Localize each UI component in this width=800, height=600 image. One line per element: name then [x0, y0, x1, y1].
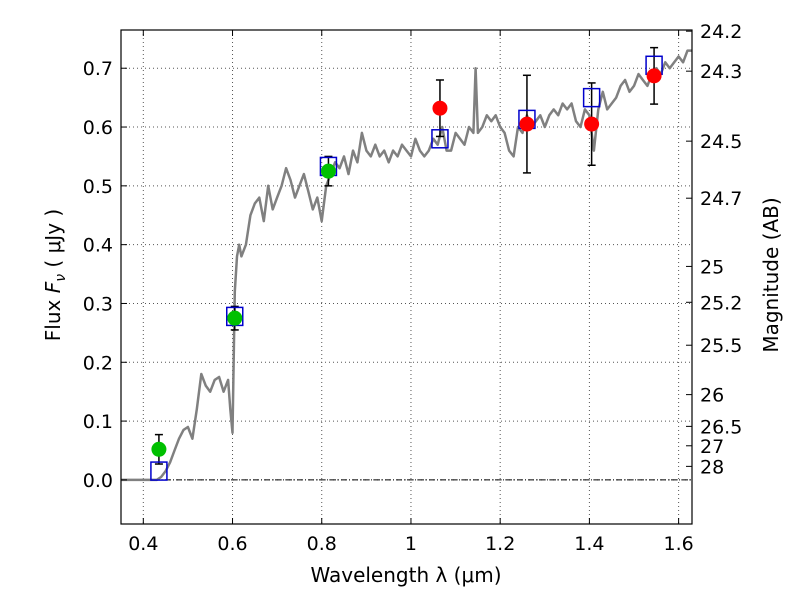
x-axis-label: Wavelength λ (μm) [310, 563, 501, 587]
y-axis-label: Flux Fν ( μJy ) [41, 209, 69, 341]
y-tick-label: 0.5 [83, 176, 113, 198]
red-point [646, 68, 662, 84]
green-point [320, 163, 336, 179]
x-tick-label: 0.4 [128, 533, 158, 555]
y2-axis-label: Magnitude (AB) [759, 197, 783, 352]
y2-tick-label: 28 [700, 456, 724, 478]
axis-ticks [121, 30, 692, 524]
y2-tick-label: 24.2 [700, 21, 742, 43]
plot-frame [120, 29, 693, 525]
y2-tick-label: 25.5 [700, 335, 742, 357]
y-tick-label: 0.2 [83, 352, 113, 374]
y-tick-labels: 0.0 0.1 0.2 0.3 0.4 0.5 0.6 0.7 [83, 58, 113, 492]
y2-tick-label: 27 [700, 436, 724, 458]
model-box [150, 461, 168, 481]
y-tick-label: 0.7 [83, 58, 113, 80]
model-photometry-boxes [150, 55, 663, 481]
x-tick-label: 1.2 [485, 533, 515, 555]
y-tick-label: 0.1 [83, 411, 113, 433]
y2-tick-label: 25 [700, 256, 724, 278]
model-box [431, 129, 449, 149]
y-tick-label: 0.6 [83, 117, 113, 139]
observed-points [151, 68, 662, 457]
x-tick-labels: 0.4 0.6 0.8 1 1.2 1.4 1.6 [128, 533, 694, 555]
x-tick-label: 1 [405, 533, 417, 555]
y2-tick-label: 26.5 [700, 416, 742, 438]
model-box [582, 87, 601, 108]
green-point [151, 441, 167, 457]
y2-tick-label: 24.5 [700, 131, 742, 153]
y2-tick-label: 25.2 [700, 292, 742, 314]
y-tick-label: 0.4 [83, 235, 113, 257]
x-tick-label: 0.8 [307, 533, 337, 555]
x-tick-label: 1.6 [664, 533, 694, 555]
y2-tick-label: 24.7 [700, 188, 742, 210]
x-tick-label: 1.4 [574, 533, 604, 555]
x-tick-label: 0.6 [217, 533, 247, 555]
red-point [519, 116, 535, 132]
y2-tick-label: 24.3 [700, 61, 742, 83]
red-point [584, 116, 600, 132]
y2-tick-label: 26 [700, 385, 724, 407]
red-point [432, 100, 448, 116]
y-tick-label: 0.3 [83, 293, 113, 315]
y-tick-label: 0.0 [83, 470, 113, 492]
model-spectrum-line [121, 49, 692, 482]
green-point [227, 310, 243, 326]
